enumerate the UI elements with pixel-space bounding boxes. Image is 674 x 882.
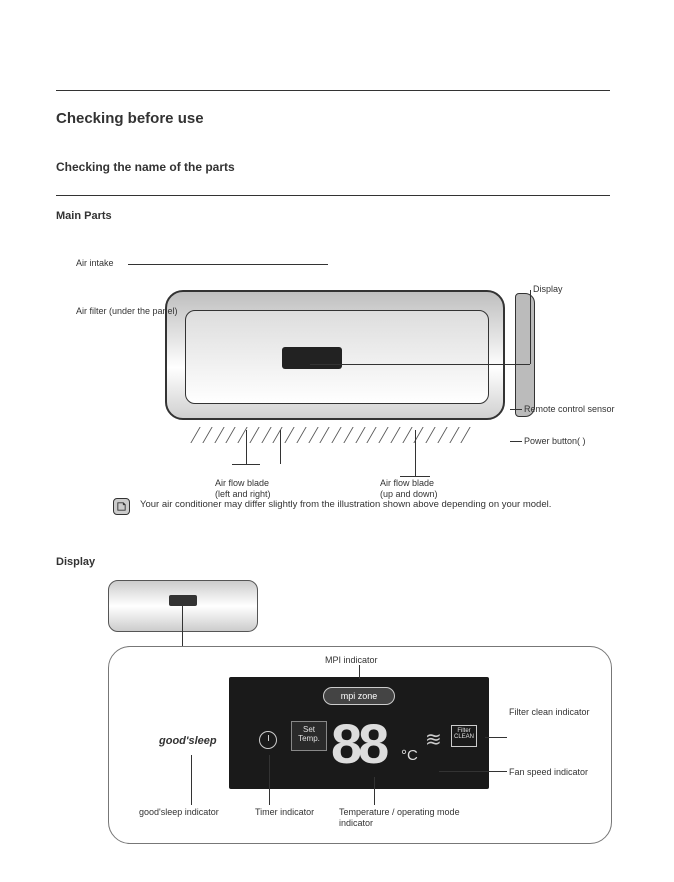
callout-power-button: Power button( ): [524, 436, 586, 447]
subsection-title: Checking the name of the parts: [56, 160, 235, 174]
main-parts-label: Main Parts: [56, 210, 112, 222]
section-title: Checking before use: [56, 110, 204, 127]
callout-airflow-ud: Air flow blade (up and down): [380, 478, 438, 500]
callout-temp: Temperature / operating mode indicator: [339, 807, 489, 829]
display-screen: mpi zone Set Temp. 88 °C ≋ Filter CLEAN …: [229, 677, 489, 789]
callout-goodsleep: good'sleep indicator: [139, 807, 219, 818]
timer-icon: [259, 731, 277, 749]
filter-clean-badge: Filter CLEAN: [451, 725, 477, 747]
mpi-indicator: mpi zone: [323, 687, 395, 705]
callout-fan: Fan speed indicator: [509, 767, 588, 778]
temp-unit: °C: [401, 747, 418, 764]
callout-clean: Filter clean indicator: [509, 707, 590, 718]
set-temp-label: Set Temp.: [291, 721, 327, 751]
callout-air-filter: Air filter (under the panel): [76, 306, 178, 317]
callout-air-intake: Air intake: [76, 258, 114, 269]
mini-unit-illustration: [108, 580, 258, 632]
callout-timer: Timer indicator: [255, 807, 314, 818]
callout-remote-sensor: Remote control sensor: [524, 404, 615, 415]
ac-unit-illustration: [165, 285, 525, 435]
callout-display: Display: [533, 284, 563, 295]
fan-icon: ≋: [425, 727, 440, 752]
callout-airflow-lr: Air flow blade (left and right): [215, 478, 271, 500]
goodsleep-label: good'sleep: [159, 735, 217, 747]
temperature-digits: 88: [331, 711, 385, 776]
display-heading: Display: [56, 556, 95, 568]
note-text: Your air conditioner may differ slightly…: [140, 499, 551, 511]
divider: [56, 195, 610, 196]
note-icon: [113, 498, 130, 515]
callout-mpi: MPI indicator: [325, 655, 378, 666]
display-panel: mpi zone Set Temp. 88 °C ≋ Filter CLEAN …: [108, 646, 612, 844]
